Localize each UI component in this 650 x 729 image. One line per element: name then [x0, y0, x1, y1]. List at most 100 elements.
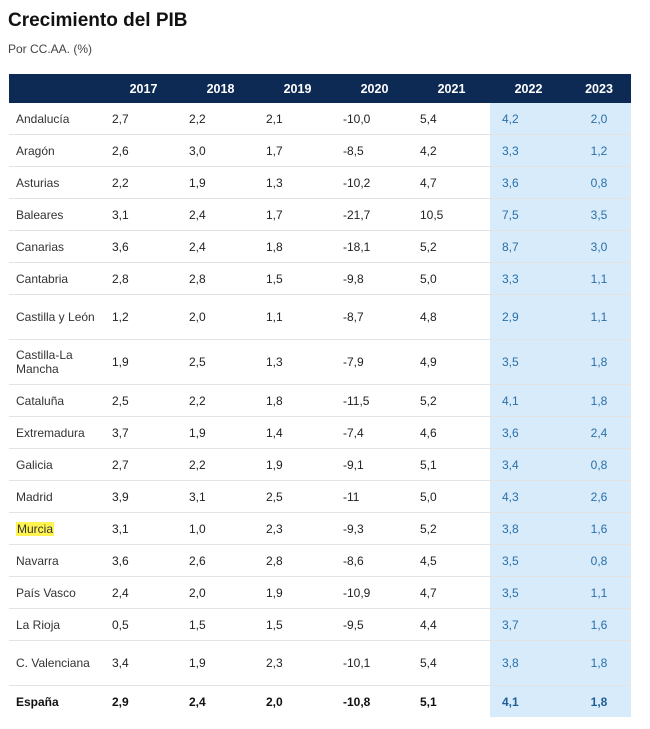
value-cell-2020: -10,1	[336, 640, 413, 686]
table-row: C. Valenciana 3,4 1,9 2,3 -10,1 5,4 3,8 1,8	[9, 640, 631, 686]
value-cell-2017: 0,5	[105, 608, 182, 641]
table-row: La Rioja 0,5 1,5 1,5 -9,5 4,4 3,7 1,6	[9, 608, 631, 641]
value-cell-2021: 5,2	[413, 230, 490, 263]
region-name: La Rioja	[9, 608, 105, 641]
value-cell-2019: 1,1	[259, 294, 336, 340]
value-cell-2019: 2,3	[259, 640, 336, 686]
value-cell-2020: -8,7	[336, 294, 413, 340]
header-year-2023: 2023	[567, 74, 631, 103]
value-cell-2020: -7,4	[336, 416, 413, 449]
value-cell-2017: 3,1	[105, 512, 182, 545]
value-cell-2023: 3,0	[567, 230, 631, 263]
value-cell-2021: 5,1	[420, 694, 437, 709]
value-cell-2017: 2,5	[105, 384, 182, 417]
value-cell-2018: 1,9	[182, 416, 259, 449]
value-cell-2023: 0,8	[567, 448, 631, 481]
gdp-table: 2017 2018 2019 2020 2021 2022 2023 Andalucía 2,…	[9, 74, 631, 717]
region-label: Aragón	[16, 143, 55, 158]
value-cell-2023: 2,4	[567, 416, 631, 449]
region-label: Andalucía	[16, 111, 70, 126]
value-cell-2021: 5,2	[413, 512, 490, 545]
region-name: Andalucía	[9, 103, 105, 135]
header-year-2018: 2018	[182, 74, 259, 103]
value-cell-2017: 3,7	[105, 416, 182, 449]
value-cell-2018: 2,2	[182, 384, 259, 417]
value-cell-2020: -10,0	[336, 103, 413, 135]
value-cell-2020: -9,3	[336, 512, 413, 545]
region-label: Madrid	[16, 489, 53, 504]
value-cell-2022: 3,5	[490, 576, 567, 609]
value-cell-2021: 4,9	[413, 339, 490, 385]
region-label: País Vasco	[16, 585, 76, 600]
value-cell-2022: 4,1	[490, 685, 567, 717]
value-cell-2021: 4,7	[413, 576, 490, 609]
value-cell-2020: -10,2	[336, 166, 413, 199]
value-cell-2019: 1,7	[259, 134, 336, 167]
region-name: Canarias	[9, 230, 105, 263]
value-cell-2020: -8,6	[336, 544, 413, 577]
value-cell-2018: 2,8	[182, 262, 259, 295]
region-name: Aragón	[9, 134, 105, 167]
region-label: La Rioja	[16, 617, 61, 632]
value-cell-2023: 1,6	[567, 512, 631, 545]
value-cell-2022: 4,2	[490, 103, 567, 135]
value-cell-2021: 5,4	[413, 103, 490, 135]
value-cell-2022: 2,9	[490, 294, 567, 340]
value-cell-2023: 1,6	[567, 608, 631, 641]
value-cell-2018: 2,4	[182, 230, 259, 263]
value-cell-2022: 8,7	[490, 230, 567, 263]
header-year-2022: 2022	[490, 74, 567, 103]
header-row: 2017 2018 2019 2020 2021 2022 2023	[9, 74, 631, 103]
table-row: Cantabria 2,8 2,8 1,5 -9,8 5,0 3,3 1,1	[9, 262, 631, 295]
value-cell-2017: 2,2	[105, 166, 182, 199]
value-cell-2023: 0,8	[567, 544, 631, 577]
value-cell-2020: -9,5	[336, 608, 413, 641]
value-cell-2019: 1,3	[259, 339, 336, 385]
value-cell-2023: 3,5	[567, 198, 631, 231]
region-label: Murcia	[16, 521, 55, 536]
value-cell-2018: 3,0	[182, 134, 259, 167]
table-row: Baleares 3,1 2,4 1,7 -21,7 10,5 7,5 3,5	[9, 198, 631, 231]
table-row: Canarias 3,6 2,4 1,8 -18,1 5,2 8,7 3,0	[9, 230, 631, 263]
value-cell-2023: 1,8	[567, 640, 631, 686]
value-cell-2021: 5,1	[413, 448, 490, 481]
value-cell-2017: 2,6	[105, 134, 182, 167]
value-cell-2020: -11	[336, 480, 413, 513]
region-label: España	[16, 694, 59, 709]
value-cell-2023: 1,1	[567, 262, 631, 295]
header-year-2019: 2019	[259, 74, 336, 103]
value-cell-2019: 1,9	[259, 448, 336, 481]
value-cell-2021: 4,6	[413, 416, 490, 449]
chart-subtitle: Por CC.AA. (%)	[8, 42, 93, 56]
region-label: Castilla-La Mancha	[16, 348, 73, 376]
value-cell-2017: 1,9	[105, 339, 182, 385]
value-cell-2018: 2,4	[182, 198, 259, 231]
value-cell-2019: 1,8	[259, 230, 336, 263]
value-cell-2018: 2,0	[182, 576, 259, 609]
value-cell-2017: 2,8	[105, 262, 182, 295]
value-cell-2021: 4,7	[413, 166, 490, 199]
table-row: Castilla-La Mancha 1,9 2,5 1,3 -7,9 4,9 3,5 1,8	[9, 339, 631, 385]
table-row: Castilla y León 1,2 2,0 1,1 -8,7 4,8 2,9 1,1	[9, 294, 631, 340]
value-cell-2020: -21,7	[336, 198, 413, 231]
region-name: Baleares	[9, 198, 105, 231]
value-cell-2020: -10,8	[343, 694, 371, 709]
table-row: Madrid 3,9 3,1 2,5 -11 5,0 4,3 2,6	[9, 480, 631, 513]
value-cell-2021: 4,2	[413, 134, 490, 167]
value-cell-2023: 1,2	[567, 134, 631, 167]
value-cell-2022: 3,6	[490, 166, 567, 199]
value-cell-2019: 1,8	[259, 384, 336, 417]
region-label: Extremadura	[16, 425, 85, 440]
table-row: Navarra 3,6 2,6 2,8 -8,6 4,5 3,5 0,8	[9, 544, 631, 577]
table-row: País Vasco 2,4 2,0 1,9 -10,9 4,7 3,5 1,1	[9, 576, 631, 609]
region-name: C. Valenciana	[9, 640, 105, 686]
header-year-2017: 2017	[105, 74, 182, 103]
value-cell-2019: 1,9	[259, 576, 336, 609]
value-cell-2022: 3,5	[490, 544, 567, 577]
value-cell-2022: 3,8	[490, 640, 567, 686]
region-label: C. Valenciana	[16, 656, 90, 670]
value-cell-2023: 2,0	[567, 103, 631, 135]
value-cell-2022: 7,5	[490, 198, 567, 231]
value-cell-2019: 2,8	[259, 544, 336, 577]
value-cell-2019: 2,0	[266, 694, 283, 709]
